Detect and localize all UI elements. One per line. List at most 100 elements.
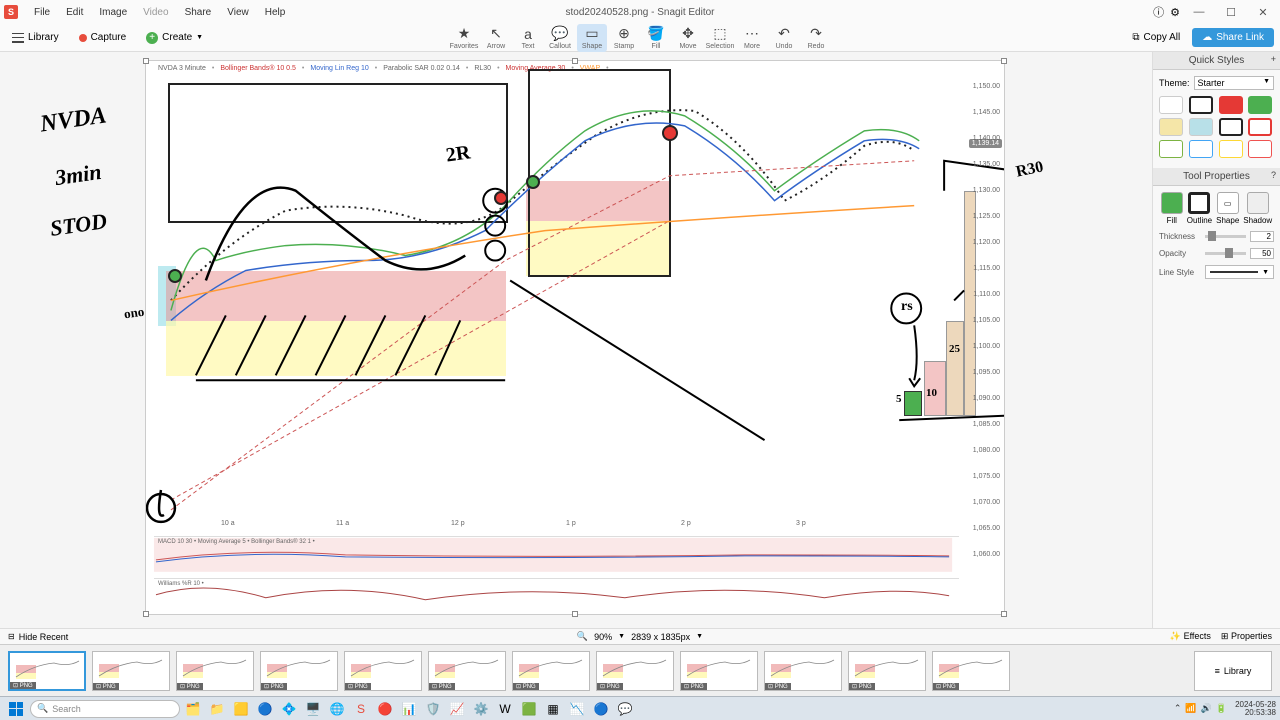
task-icon[interactable]: 🔴 (374, 699, 396, 719)
tool-favorites[interactable]: ★Favorites (449, 24, 479, 52)
price-tick: 1,095.00 (973, 369, 1000, 376)
task-icon[interactable]: 💬 (614, 699, 636, 719)
style-swatch[interactable] (1248, 140, 1272, 158)
opacity-input[interactable] (1250, 248, 1274, 259)
task-icon[interactable]: 🖥️ (302, 699, 324, 719)
style-swatch[interactable] (1219, 96, 1243, 114)
notify-icon[interactable]: ⓘ (1153, 4, 1164, 20)
shadow-swatch[interactable]: Shadow (1243, 192, 1272, 225)
task-icon[interactable]: 🟨 (230, 699, 252, 719)
canvas[interactable]: NVDA 3 Minute•Bollinger Bands® 10 0.5•Mo… (145, 60, 1005, 615)
library-tray-button[interactable]: ≡ Library (1194, 651, 1272, 691)
tool-callout[interactable]: 💬Callout (545, 24, 575, 52)
thumbnail[interactable]: ⊡ PNG (932, 651, 1010, 691)
style-swatch[interactable] (1219, 140, 1243, 158)
share-link-button[interactable]: ☁ Share Link (1192, 28, 1274, 47)
style-swatch[interactable] (1248, 96, 1272, 114)
tray-battery-icon[interactable]: 🔋 (1216, 703, 1227, 714)
task-icon[interactable]: 📊 (398, 699, 420, 719)
task-icon[interactable]: 🔵 (590, 699, 612, 719)
task-icon[interactable]: 📁 (206, 699, 228, 719)
task-icon[interactable]: 🔵 (254, 699, 276, 719)
task-icon[interactable]: S (350, 699, 372, 719)
tool-undo[interactable]: ↶Undo (769, 24, 799, 52)
help-icon[interactable]: ? (1271, 170, 1276, 180)
style-swatch[interactable] (1248, 118, 1272, 136)
tool-arrow[interactable]: ↖Arrow (481, 24, 511, 52)
shape-swatch[interactable]: ▭ Shape (1216, 192, 1239, 225)
effects-button[interactable]: ✨ Effects (1170, 631, 1211, 642)
tray-wifi-icon[interactable]: 📶 (1185, 703, 1196, 714)
hide-recent-button[interactable]: Hide Recent (19, 632, 69, 642)
zoom-value[interactable]: 90% (594, 632, 612, 642)
style-swatch[interactable] (1159, 96, 1183, 114)
menu-view[interactable]: View (219, 7, 257, 18)
task-icon[interactable]: ⚙️ (470, 699, 492, 719)
library-button[interactable]: Library (6, 30, 65, 45)
task-icon[interactable]: 🌐 (326, 699, 348, 719)
close-button[interactable]: ✕ (1250, 2, 1276, 22)
task-icon[interactable]: ▦ (542, 699, 564, 719)
tool-shape[interactable]: ▭Shape (577, 24, 607, 52)
thickness-input[interactable] (1250, 231, 1274, 242)
canvas-area[interactable]: NVDA 3min STOD NVDA 3 Minute•Bollinger B… (0, 52, 1152, 628)
menu-help[interactable]: Help (257, 7, 294, 18)
copy-all-button[interactable]: ⧉ Copy All (1126, 30, 1186, 45)
panel-add-icon[interactable]: + (1271, 54, 1276, 64)
tool-stamp[interactable]: ⊕Stamp (609, 24, 639, 52)
thumbnail[interactable]: ⊡ PNG (8, 651, 86, 691)
task-icon[interactable]: 🛡️ (422, 699, 444, 719)
thumbnail[interactable]: ⊡ PNG (92, 651, 170, 691)
menu-image[interactable]: Image (91, 7, 135, 18)
capture-button[interactable]: Capture (73, 30, 133, 45)
thickness-slider[interactable] (1205, 235, 1246, 238)
thumbnail[interactable]: ⊡ PNG (176, 651, 254, 691)
tool-more[interactable]: ⋯More (737, 24, 767, 52)
task-icon[interactable]: W (494, 699, 516, 719)
tool-move[interactable]: ✥Move (673, 24, 703, 52)
tray-chevron-icon[interactable]: ⌃ (1174, 703, 1182, 714)
style-swatch[interactable] (1159, 140, 1183, 158)
settings-icon[interactable]: ⚙ (1170, 6, 1180, 19)
zoom-icon[interactable]: 🔍 (577, 631, 588, 642)
tool-selection[interactable]: ⬚Selection (705, 24, 735, 52)
tool-text[interactable]: aText (513, 24, 543, 52)
task-icon[interactable]: 📈 (446, 699, 468, 719)
thumbnail[interactable]: ⊡ PNG (260, 651, 338, 691)
style-swatch[interactable] (1189, 140, 1213, 158)
thumbnail[interactable]: ⊡ PNG (848, 651, 926, 691)
style-swatch[interactable] (1159, 118, 1183, 136)
collapse-icon[interactable]: ⊟ (8, 632, 15, 641)
menu-file[interactable]: File (26, 7, 58, 18)
thumbnail[interactable]: ⊡ PNG (512, 651, 590, 691)
task-icon[interactable]: 🟩 (518, 699, 540, 719)
taskbar-search[interactable]: 🔍 Search (30, 700, 180, 718)
outline-swatch[interactable]: Outline (1187, 192, 1212, 225)
thumbnail[interactable]: ⊡ PNG (680, 651, 758, 691)
thumbnail[interactable]: ⊡ PNG (764, 651, 842, 691)
menu-edit[interactable]: Edit (58, 7, 91, 18)
opacity-slider[interactable] (1205, 252, 1246, 255)
maximize-button[interactable]: ☐ (1218, 2, 1244, 22)
thumbnail[interactable]: ⊡ PNG (428, 651, 506, 691)
task-icon[interactable]: 💠 (278, 699, 300, 719)
menu-share[interactable]: Share (177, 7, 220, 18)
thumbnail[interactable]: ⊡ PNG (596, 651, 674, 691)
linestyle-select[interactable]: ▼ (1205, 265, 1274, 279)
task-icon[interactable]: 📉 (566, 699, 588, 719)
start-button[interactable] (4, 699, 28, 719)
style-swatch[interactable] (1219, 118, 1243, 136)
create-button[interactable]: + Create ▼ (140, 30, 209, 46)
fill-swatch[interactable]: Fill (1161, 192, 1183, 225)
properties-button[interactable]: ⊞ Properties (1221, 631, 1272, 642)
task-icon[interactable]: 🗂️ (182, 699, 204, 719)
style-swatch[interactable] (1189, 118, 1213, 136)
tool-fill[interactable]: 🪣Fill (641, 24, 671, 52)
tray-volume-icon[interactable]: 🔊 (1201, 703, 1212, 714)
theme-select[interactable]: Starter ▼ (1194, 76, 1274, 90)
thumbnail[interactable]: ⊡ PNG (344, 651, 422, 691)
tool-redo[interactable]: ↷Redo (801, 24, 831, 52)
taskbar-clock[interactable]: 2024-05-28 20:53:38 (1235, 701, 1276, 717)
style-swatch[interactable] (1189, 96, 1213, 114)
minimize-button[interactable]: — (1186, 2, 1212, 22)
